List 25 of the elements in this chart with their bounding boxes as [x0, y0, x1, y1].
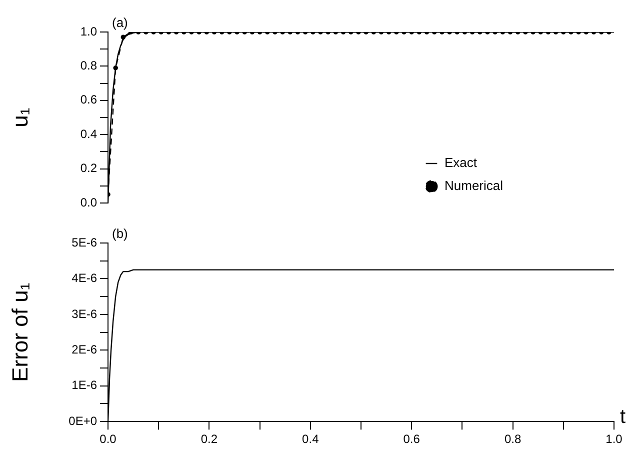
y-tick-label: 2E-6: [72, 342, 98, 356]
y-tick-label: 0.6: [80, 92, 98, 107]
y-tick-label: 0.4: [80, 126, 98, 141]
x-tick-label: 0.0: [100, 432, 117, 446]
x-tick-label: 0.6: [403, 432, 420, 446]
y-tick-label: 0.2: [80, 161, 98, 176]
x-tick-label: 1.0: [606, 432, 623, 446]
y-tick-label: 5E-6: [72, 235, 98, 250]
text: (b): [112, 226, 128, 242]
y-tick-label: 3E-6: [72, 306, 98, 321]
legend-label: Numerical: [444, 178, 504, 194]
x-tick-label: 0.2: [200, 432, 218, 446]
y-tick-label: 0E+0: [68, 414, 98, 428]
y-tick-label: 1.0: [80, 24, 98, 38]
y-tick-label: 0.8: [80, 58, 98, 73]
x-tick-label: 0.4: [302, 432, 320, 446]
x-axis-title: t: [620, 406, 626, 428]
y-axis-title: u₁: [7, 108, 32, 128]
text: (a): [112, 15, 128, 30]
y-tick-label: 4E-6: [72, 271, 98, 286]
y-tick-label: 0.0: [80, 195, 98, 210]
legend-label: Exact: [444, 155, 478, 170]
y-tick-label: 1E-6: [72, 378, 98, 392]
y-axis-title: Error of u₁: [7, 282, 32, 382]
x-tick-label: 0.8: [504, 432, 522, 446]
